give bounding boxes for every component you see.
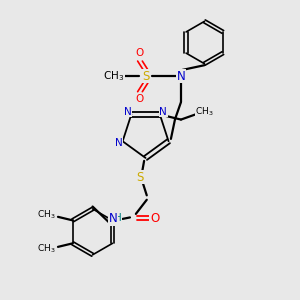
Text: N: N: [115, 138, 123, 148]
Text: H: H: [114, 213, 122, 223]
Text: O: O: [150, 212, 159, 224]
Text: S: S: [142, 70, 149, 83]
Text: N: N: [124, 107, 132, 117]
Text: N: N: [109, 212, 117, 225]
Text: CH$_3$: CH$_3$: [103, 70, 124, 83]
Text: CH$_3$: CH$_3$: [37, 242, 56, 255]
Text: N: N: [159, 107, 167, 117]
Text: O: O: [136, 48, 144, 59]
Text: N: N: [176, 70, 185, 83]
Text: S: S: [136, 171, 144, 184]
Text: CH$_3$: CH$_3$: [195, 105, 214, 118]
Text: O: O: [136, 94, 144, 104]
Text: CH$_3$: CH$_3$: [37, 209, 56, 221]
